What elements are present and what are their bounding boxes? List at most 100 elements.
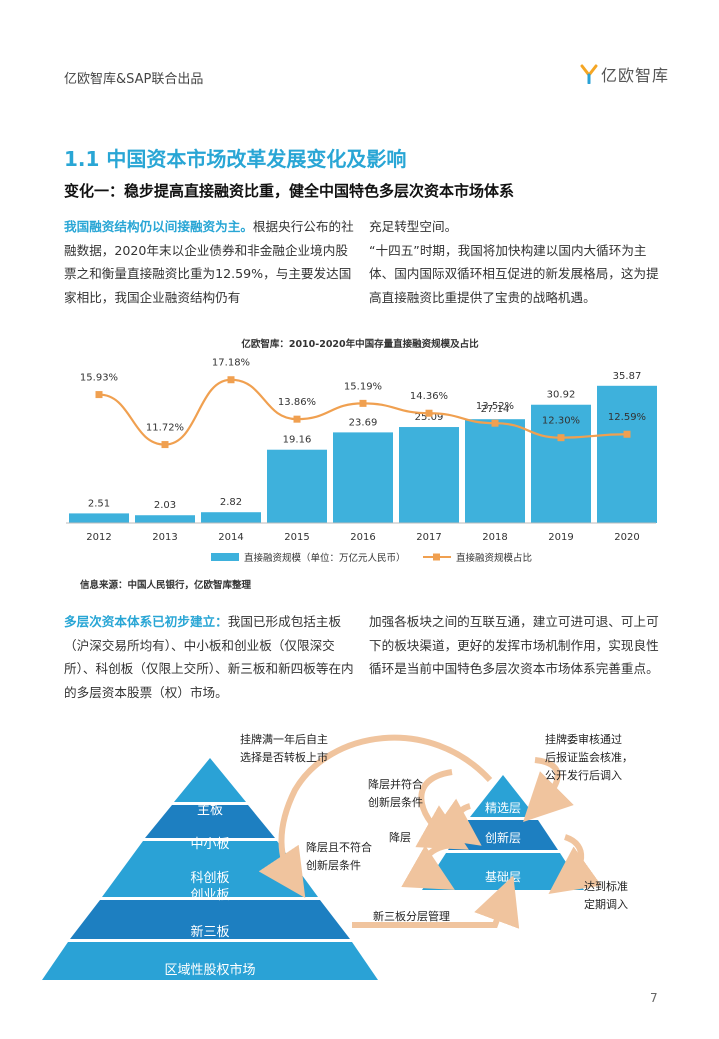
bar-label-2019: 30.92 bbox=[547, 390, 576, 401]
right-label-select: 精选层 bbox=[485, 801, 521, 815]
chart-title: 亿欧智库：2010-2020年中国存量直接融资规模及占比 bbox=[241, 338, 479, 350]
bar-2013 bbox=[135, 515, 195, 523]
bar-2016 bbox=[333, 432, 393, 523]
note-top-right-1: 挂牌委审核通过 bbox=[545, 732, 622, 746]
section-title: 1.1 中国资本市场改革发展变化及影响 bbox=[64, 147, 407, 171]
right-label-innovation: 创新层 bbox=[485, 830, 521, 845]
note-upgrade-2: 创新层条件 bbox=[368, 795, 423, 809]
diagram-arrows bbox=[258, 734, 602, 929]
bar-label-2017: 25.09 bbox=[415, 412, 444, 423]
ratio-label-2020: 12.59% bbox=[608, 412, 646, 423]
x-tick-2017: 2017 bbox=[416, 532, 441, 543]
ratio-point-2020 bbox=[623, 430, 631, 438]
ratio-point-2016 bbox=[359, 399, 367, 407]
ratio-point-2015 bbox=[293, 415, 301, 423]
bar-2012 bbox=[69, 513, 129, 523]
x-tick-2020: 2020 bbox=[614, 532, 639, 543]
bar-label-2013: 2.03 bbox=[154, 500, 176, 511]
note-top-right-3: 公开发行后调入 bbox=[545, 768, 622, 782]
x-tick-2018: 2018 bbox=[482, 532, 507, 543]
paragraph-2-line1: 充足转型空间。 bbox=[369, 219, 458, 234]
ratio-point-2013 bbox=[161, 441, 169, 449]
bar-2019 bbox=[531, 404, 591, 523]
bar-label-2018: 27.14 bbox=[481, 404, 510, 415]
paragraph-1-highlight: 我国融资结构仍以间接融资为主。 bbox=[64, 219, 253, 234]
right-layer-select bbox=[470, 775, 536, 817]
legend-line-marker bbox=[433, 553, 440, 561]
ratio-line bbox=[98, 378, 628, 446]
pyramid-layer-main bbox=[174, 758, 246, 802]
bar-2020 bbox=[597, 385, 657, 523]
ratio-label-2018: 13.52% bbox=[476, 401, 514, 412]
pyramid-label-regional: 区域性股权市场 bbox=[164, 962, 255, 978]
ratio-label-2017: 14.36% bbox=[410, 391, 448, 402]
x-tick-2016: 2016 bbox=[350, 532, 375, 543]
source-note: 信息来源：中国人民银行，亿欧智库整理 bbox=[80, 580, 252, 591]
pyramid-label-growth: 创业板 bbox=[190, 888, 229, 903]
chart-legend: 直接融资规模（单位：万亿元人民币） 直接融资规模占比 bbox=[211, 552, 532, 564]
page-number: 7 bbox=[650, 991, 658, 1005]
bar-label-2014: 2.82 bbox=[220, 497, 242, 508]
ratio-label-2013: 11.72% bbox=[146, 423, 184, 434]
x-tick-2013: 2013 bbox=[152, 532, 177, 543]
pyramid-layer-neeq bbox=[70, 900, 350, 939]
x-tick-2014: 2014 bbox=[218, 532, 243, 543]
bar-label-2020: 35.87 bbox=[613, 371, 642, 382]
note-bottom-right-2: 定期调入 bbox=[584, 897, 628, 911]
ratio-label-2019: 12.30% bbox=[542, 416, 580, 427]
capital-market-diagram: 主板 中小板 科创板 创业板 新三板 区域性股权市场 精选层 创新层 基础层 挂… bbox=[42, 732, 633, 980]
legend-line-label: 直接融资规模占比 bbox=[456, 552, 532, 564]
paragraph-2: 充足转型空间。 “十四五”时期，我国将加快构建以国内大循环为主体、国内国际双循环… bbox=[369, 215, 669, 309]
ratio-point-2014 bbox=[227, 376, 235, 384]
arrow-select-in bbox=[523, 757, 574, 822]
paragraph-4: 加强各板块之间的互联互通，建立可进可退、可上可下的板块渠道，更好的发挥市场机制作… bbox=[369, 614, 659, 676]
pyramid-label-sme: 中小板 bbox=[190, 837, 229, 852]
bar-2014 bbox=[201, 512, 261, 523]
pyramid-label-neeq: 新三板 bbox=[190, 924, 229, 940]
arrow-upgrade-main bbox=[258, 734, 493, 898]
note-downgrade: 降层 bbox=[389, 830, 411, 844]
brand-logo: 亿欧智库 bbox=[580, 62, 669, 86]
ratio-label-2014: 17.18% bbox=[212, 358, 250, 369]
ratio-label-2016: 15.19% bbox=[344, 381, 382, 392]
note-top-right-2: 后报证监会核准， bbox=[545, 750, 633, 764]
bar-label-2016: 23.69 bbox=[349, 417, 378, 428]
logo-text: 亿欧智库 bbox=[601, 66, 670, 85]
ratio-point-2017 bbox=[425, 409, 433, 417]
arrow-downgrade-notmeet bbox=[401, 842, 455, 890]
x-tick-2019: 2019 bbox=[548, 532, 573, 543]
paragraph-2-text: “十四五”时期，我国将加快构建以国内大循环为主体、国内国际双循环相互促进的新发展… bbox=[369, 242, 659, 305]
note-notmeet-2: 创新层条件 bbox=[306, 858, 361, 872]
note-notmeet-1: 降层且不符合 bbox=[306, 840, 372, 854]
x-tick-2012: 2012 bbox=[86, 532, 111, 543]
bar-2018 bbox=[465, 419, 525, 523]
pyramid-label-star: 科创板 bbox=[190, 871, 229, 886]
bar-label-2012: 2.51 bbox=[88, 498, 110, 509]
pyramid-layer-sme bbox=[145, 805, 275, 838]
ratio-point-2019 bbox=[557, 434, 565, 442]
paragraph-3: 多层次资本体系已初步建立：我国已形成包括主板（沪深交易所均有）、中小板和创业板（… bbox=[64, 610, 356, 704]
arrow-periodic-in bbox=[548, 834, 602, 894]
logo-icon bbox=[580, 64, 598, 84]
bar-2015 bbox=[267, 449, 327, 523]
ratio-label-2012: 15.93% bbox=[80, 373, 118, 384]
paragraph-1: 我国融资结构仍以间接融资为主。根据央行公布的社融数据，2020年末以企业债券和非… bbox=[64, 215, 354, 309]
bar-2017 bbox=[399, 427, 459, 523]
x-tick-2015: 2015 bbox=[284, 532, 309, 543]
ratio-point-2018 bbox=[491, 419, 499, 427]
note-upgrade-1: 降层并符合 bbox=[368, 777, 423, 791]
right-label-base: 基础层 bbox=[485, 870, 521, 884]
note-top-left-1: 挂牌满一年后自主 bbox=[240, 732, 328, 746]
note-bottom-right-1: 达到标准 bbox=[584, 879, 628, 893]
note-top-left-2: 选择是否转板上市 bbox=[240, 750, 328, 764]
arrow-neeq-tiered bbox=[352, 875, 520, 929]
financing-chart: 亿欧智库：2010-2020年中国存量直接融资规模及占比 2.51 2012 2.0… bbox=[66, 338, 657, 564]
arrow-downgrade-meets bbox=[415, 769, 469, 850]
paragraph-1-text: 根据央行公布的社融数据，2020年末以企业债券和非金融企业境内股票之和衡量直接融… bbox=[64, 219, 354, 305]
right-layer-base bbox=[422, 853, 584, 890]
header-title: 亿欧智库&SAP联合出品 bbox=[64, 72, 204, 87]
right-pyramid: 精选层 创新层 基础层 bbox=[422, 775, 584, 890]
diagram-notes: 挂牌满一年后自主 选择是否转板上市 降层并符合 创新层条件 降层 降层且不符合 … bbox=[240, 732, 633, 923]
ratio-point-2012 bbox=[95, 391, 103, 399]
bar-label-2015: 19.16 bbox=[283, 435, 312, 446]
